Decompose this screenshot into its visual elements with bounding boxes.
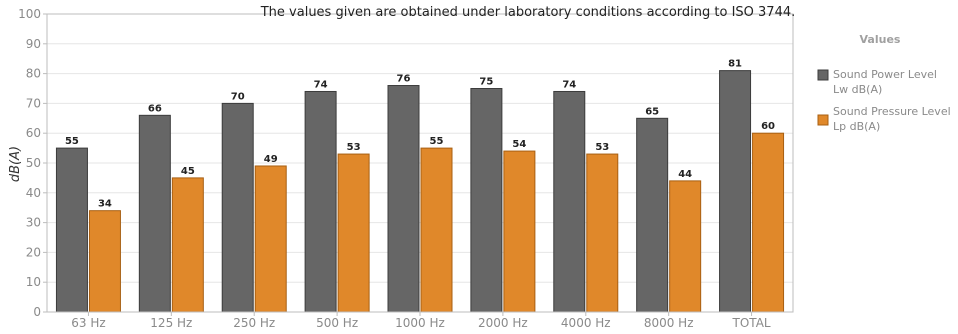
bar-power-4: [387, 85, 420, 313]
bar-power-1: [138, 114, 171, 313]
bar-pressure-4: [420, 147, 453, 313]
bar-power-2: [221, 102, 254, 313]
data-label-pressure-3: 53: [347, 142, 361, 153]
y-tick-label-60: 60: [26, 126, 41, 140]
data-label-power-0: 55: [65, 136, 79, 147]
x-tick-label-5: 2000 Hz: [478, 316, 528, 329]
y-tick-label-90: 90: [26, 37, 41, 51]
y-tick-label-100: 100: [18, 7, 41, 21]
data-label-power-1: 66: [148, 103, 162, 114]
x-tick-label-1: 125 Hz: [150, 316, 192, 329]
data-label-power-5: 75: [479, 77, 493, 88]
bar-power-8: [719, 70, 752, 313]
y-tick-label-50: 50: [26, 156, 41, 170]
data-label-power-6: 74: [562, 79, 576, 90]
bar-power-3: [304, 90, 337, 313]
x-tick-label-0: 63 Hz: [71, 316, 105, 329]
bar-pressure-1: [171, 177, 204, 313]
data-label-pressure-5: 54: [512, 139, 526, 150]
data-label-pressure-7: 44: [678, 169, 692, 180]
data-label-power-3: 74: [314, 79, 328, 90]
y-tick-label-10: 10: [26, 275, 41, 289]
bar-power-6: [553, 90, 586, 313]
bar-power-0: [55, 147, 88, 313]
legend-label-sound-power-line2: Lw dB(A): [833, 83, 882, 96]
bar-power-7: [636, 117, 669, 313]
data-label-pressure-1: 45: [181, 166, 195, 177]
bar-pressure-7: [669, 180, 702, 313]
x-tick-label-8: TOTAL: [732, 316, 771, 329]
x-tick-label-3: 500 Hz: [316, 316, 358, 329]
x-tick-label-4: 1000 Hz: [395, 316, 445, 329]
data-label-power-2: 70: [231, 91, 245, 102]
x-tick-label-6: 4000 Hz: [561, 316, 611, 329]
y-tick-label-0: 0: [33, 305, 41, 319]
bar-pressure-2: [254, 165, 287, 313]
axes: 0 10 20 30 40 50 60 70 80 90 100 63 Hz 125 Hz 250 Hz 5…: [18, 7, 794, 330]
bar-pressure-0: [88, 210, 121, 313]
legend-swatch-sound-power: [817, 69, 829, 81]
data-label-pressure-8: 60: [761, 121, 775, 132]
legend-label-sound-pressure-line1: Sound Pressure Level: [833, 105, 951, 118]
y-axis-label: dB(A): [8, 146, 23, 182]
legend-label-sound-pressure-line2: Lp dB(A): [833, 120, 880, 133]
y-tick-label-80: 80: [26, 67, 41, 81]
legend: Values Sound Power Level Lw dB(A) Sound …: [817, 33, 951, 133]
bars: [55, 70, 785, 313]
data-label-pressure-4: 55: [430, 136, 444, 147]
bar-pressure-6: [586, 153, 619, 313]
bar-pressure-5: [503, 150, 536, 313]
chart-note: The values given are obtained under labo…: [260, 5, 796, 20]
y-tick-label-70: 70: [26, 96, 41, 110]
legend-title: Values: [860, 33, 901, 46]
data-label-power-8: 81: [728, 59, 742, 70]
data-label-power-7: 65: [645, 106, 659, 117]
legend-swatch-sound-pressure: [817, 114, 829, 126]
bar-power-5: [470, 88, 503, 313]
legend-label-sound-power-line1: Sound Power Level: [833, 68, 937, 81]
y-tick-label-30: 30: [26, 216, 41, 230]
y-tick-label-20: 20: [26, 245, 41, 259]
bar-pressure-8: [752, 132, 785, 313]
data-label-pressure-0: 34: [98, 199, 112, 210]
y-tick-label-40: 40: [26, 186, 41, 200]
data-label-pressure-2: 49: [264, 154, 278, 165]
bar-pressure-3: [337, 153, 370, 313]
data-label-pressure-6: 53: [595, 142, 609, 153]
x-tick-label-7: 8000 Hz: [644, 316, 694, 329]
data-label-power-4: 76: [397, 74, 411, 85]
x-tick-label-2: 250 Hz: [233, 316, 275, 329]
data-labels: 55 34 66 45 70 49 74 53 76 55 75 54 74 53 65 44 81 60: [65, 59, 775, 210]
